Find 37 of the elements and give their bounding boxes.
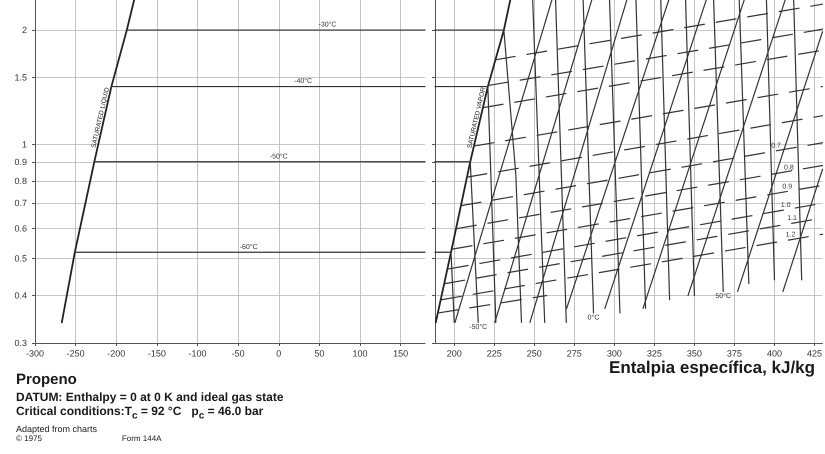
x-axis-title: Entalpia específica, kJ/kg (609, 358, 815, 378)
text: Adapted from charts (16, 424, 98, 434)
x-tick-label: 200 (446, 348, 462, 358)
text: Propeno (16, 371, 78, 388)
y-tick-label: 0.6 (14, 224, 27, 234)
x-tick-label: 375 (726, 348, 742, 358)
x-tick-label: 0 (276, 348, 282, 358)
y-tick-label: 2 (22, 25, 27, 36)
text: Form 144A (122, 434, 162, 444)
text: © 1975 (16, 434, 42, 444)
x-tick-label: -100 (188, 348, 207, 358)
x-tick-label: -200 (107, 348, 126, 358)
x-tick-label: -250 (66, 348, 85, 358)
x-tick-label: 250 (526, 348, 542, 358)
x-tick-label: 300 (606, 348, 622, 358)
text: Critical conditions:T$_{c}$ = 92 °C p$_{c}$ = 46.0 bar (16, 404, 264, 422)
x-tick-label: -300 (26, 348, 44, 358)
x-tick-label: 225 (486, 348, 502, 358)
x-tick-label: 100 (352, 348, 368, 358)
x-tick-label: 275 (566, 348, 582, 358)
text: DATUM: Enthalpy = 0 at 0 K and ideal gas state (16, 390, 284, 406)
y-tick-label: 0.3 (14, 338, 27, 348)
x-tick-label: 325 (646, 348, 662, 358)
x-tick-label: -150 (148, 348, 166, 358)
y-tick-label: 0.5 (14, 254, 27, 264)
x-tick-label: 150 (393, 348, 408, 358)
x-tick-label: -50 (232, 348, 245, 358)
x-tick-label: 400 (766, 348, 782, 358)
y-tick-label: 1.5 (14, 72, 27, 83)
x-tick-label: 425 (806, 348, 822, 358)
x-tick-label: 350 (686, 348, 702, 358)
y-tick-label: 0.8 (14, 176, 27, 186)
y-tick-label: 0.4 (14, 290, 27, 301)
y-tick-label: 0.7 (14, 198, 27, 208)
x-tick-label: 50 (314, 348, 324, 358)
y-tick-label: 1 (22, 139, 27, 150)
y-tick-label: 0.9 (14, 156, 27, 167)
